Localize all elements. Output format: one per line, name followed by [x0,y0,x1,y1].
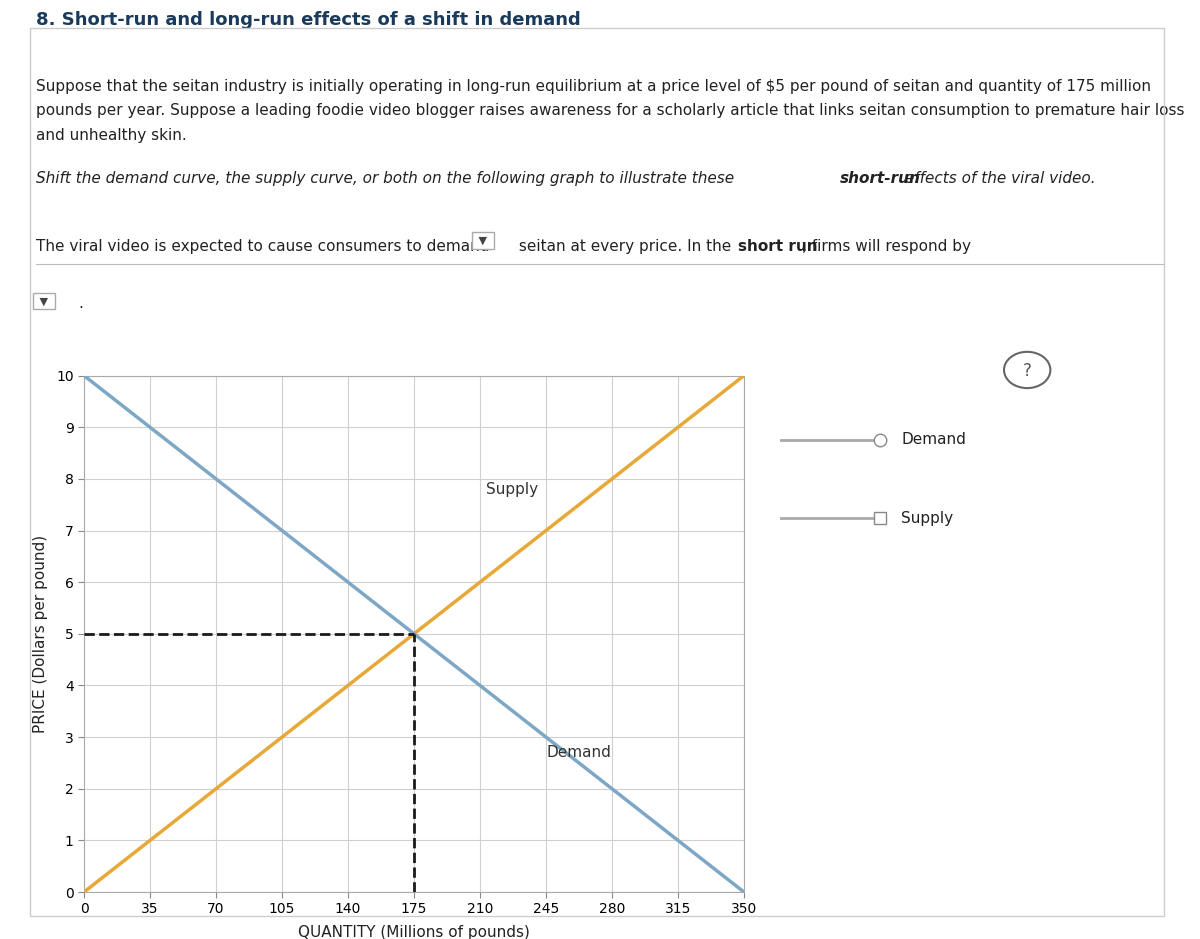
Text: seitan at every price. In the: seitan at every price. In the [514,239,736,254]
Text: ▼: ▼ [36,296,52,306]
Text: short run: short run [738,239,817,254]
Text: Shift the demand curve, the supply curve, or both on the following graph to illu: Shift the demand curve, the supply curve… [36,171,739,186]
Text: effects of the viral video.: effects of the viral video. [900,171,1096,186]
Text: The viral video is expected to cause consumers to demand: The viral video is expected to cause con… [36,239,490,254]
Text: ▼: ▼ [475,236,491,245]
Text: .: . [78,296,83,311]
Y-axis label: PRICE (Dollars per pound): PRICE (Dollars per pound) [32,535,48,732]
Text: Suppose that the seitan industry is initially operating in long-run equilibrium : Suppose that the seitan industry is init… [36,79,1184,143]
Text: short-run: short-run [840,171,920,186]
Text: Supply: Supply [901,511,954,526]
X-axis label: QUANTITY (Millions of pounds): QUANTITY (Millions of pounds) [298,925,530,939]
Text: Demand: Demand [901,432,966,447]
Text: , firms will respond by: , firms will respond by [802,239,971,254]
Text: ?: ? [1022,362,1032,379]
Text: Supply: Supply [486,482,538,497]
Text: 8. Short-run and long-run effects of a shift in demand: 8. Short-run and long-run effects of a s… [36,10,581,29]
Text: Demand: Demand [546,746,611,760]
